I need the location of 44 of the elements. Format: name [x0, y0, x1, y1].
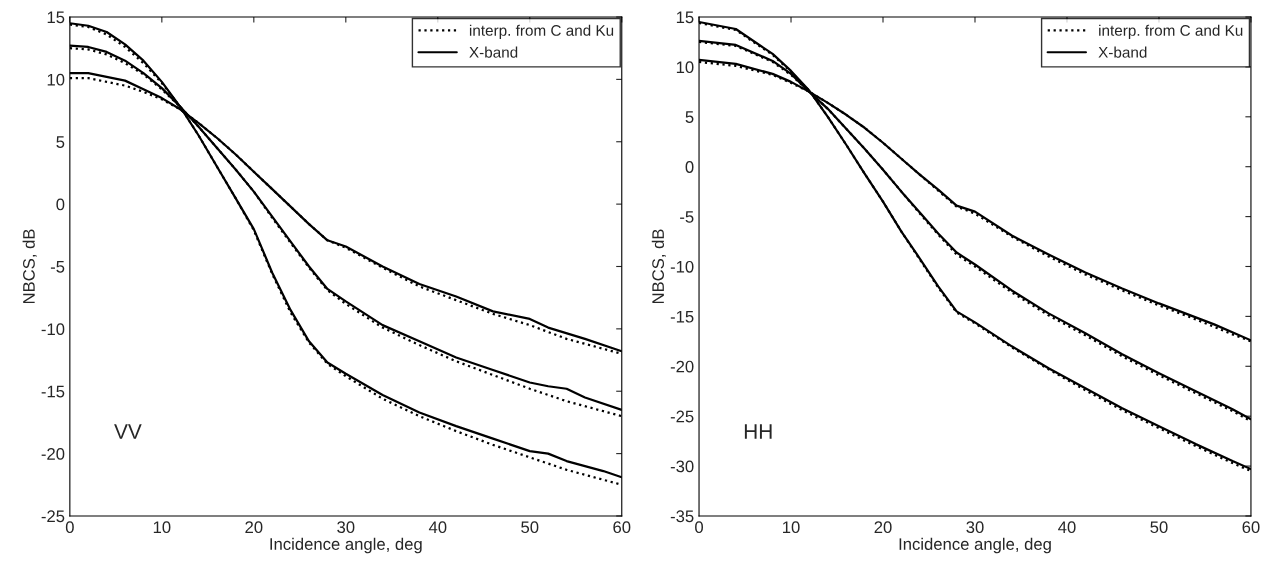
y-tick-label: 0: [685, 161, 694, 173]
y-tick-label: 15: [47, 11, 65, 24]
y-tick-label: -15: [41, 385, 65, 398]
x-axis-title: Incidence angle, deg: [899, 537, 1051, 554]
legend-label: X-band: [469, 46, 518, 58]
x-tick-label: 0: [695, 521, 704, 534]
y-tick-label: -30: [670, 460, 694, 473]
x-tick-label: 10: [783, 521, 800, 534]
y-tick-label: -5: [50, 261, 65, 273]
y-tick-label: -10: [670, 260, 694, 273]
x-tick-label: 20: [874, 521, 892, 534]
x-tick-label: 0: [65, 521, 74, 534]
x-axis-title: Incidence angle, deg: [270, 537, 422, 554]
x-tick-label: 50: [1150, 521, 1168, 534]
y-tick-label: 5: [685, 111, 694, 124]
annotation: HH: [744, 424, 772, 439]
x-tick-label: 20: [245, 521, 263, 534]
y-tick-label: -10: [41, 323, 65, 336]
x-tick-label: 50: [521, 521, 539, 534]
y-tick-label: 15: [676, 11, 694, 24]
x-tick-label: 10: [153, 521, 171, 534]
y-tick-label: -15: [670, 310, 694, 323]
y-tick-label: 0: [56, 198, 65, 211]
y-tick-label: -25: [670, 410, 694, 423]
legend-label: X-band: [1098, 46, 1147, 58]
y-axis-title: NBCS, dB: [651, 229, 666, 304]
y-tick-label: -35: [670, 510, 694, 523]
y-tick-label: 10: [676, 61, 694, 74]
x-tick-label: 30: [966, 521, 984, 534]
y-tick-label: -20: [41, 448, 65, 460]
x-tick-label: 60: [1242, 521, 1260, 534]
x-tick-label: 60: [613, 521, 631, 534]
y-tick-label: -20: [670, 360, 694, 373]
y-tick-label: 5: [56, 136, 65, 148]
y-tick-label: -5: [680, 211, 694, 223]
x-tick-label: 40: [1058, 521, 1076, 534]
y-tick-label: -25: [41, 510, 65, 523]
x-tick-label: 30: [337, 521, 355, 534]
annotation: VV: [114, 424, 142, 439]
legend-label: interp. from C and Ku: [469, 24, 614, 39]
legend-label: interp. from C and Ku: [1099, 24, 1243, 39]
y-tick-label: 10: [47, 73, 65, 86]
y-axis-title: NBCS, dB: [22, 229, 37, 304]
x-tick-label: 40: [428, 521, 447, 534]
